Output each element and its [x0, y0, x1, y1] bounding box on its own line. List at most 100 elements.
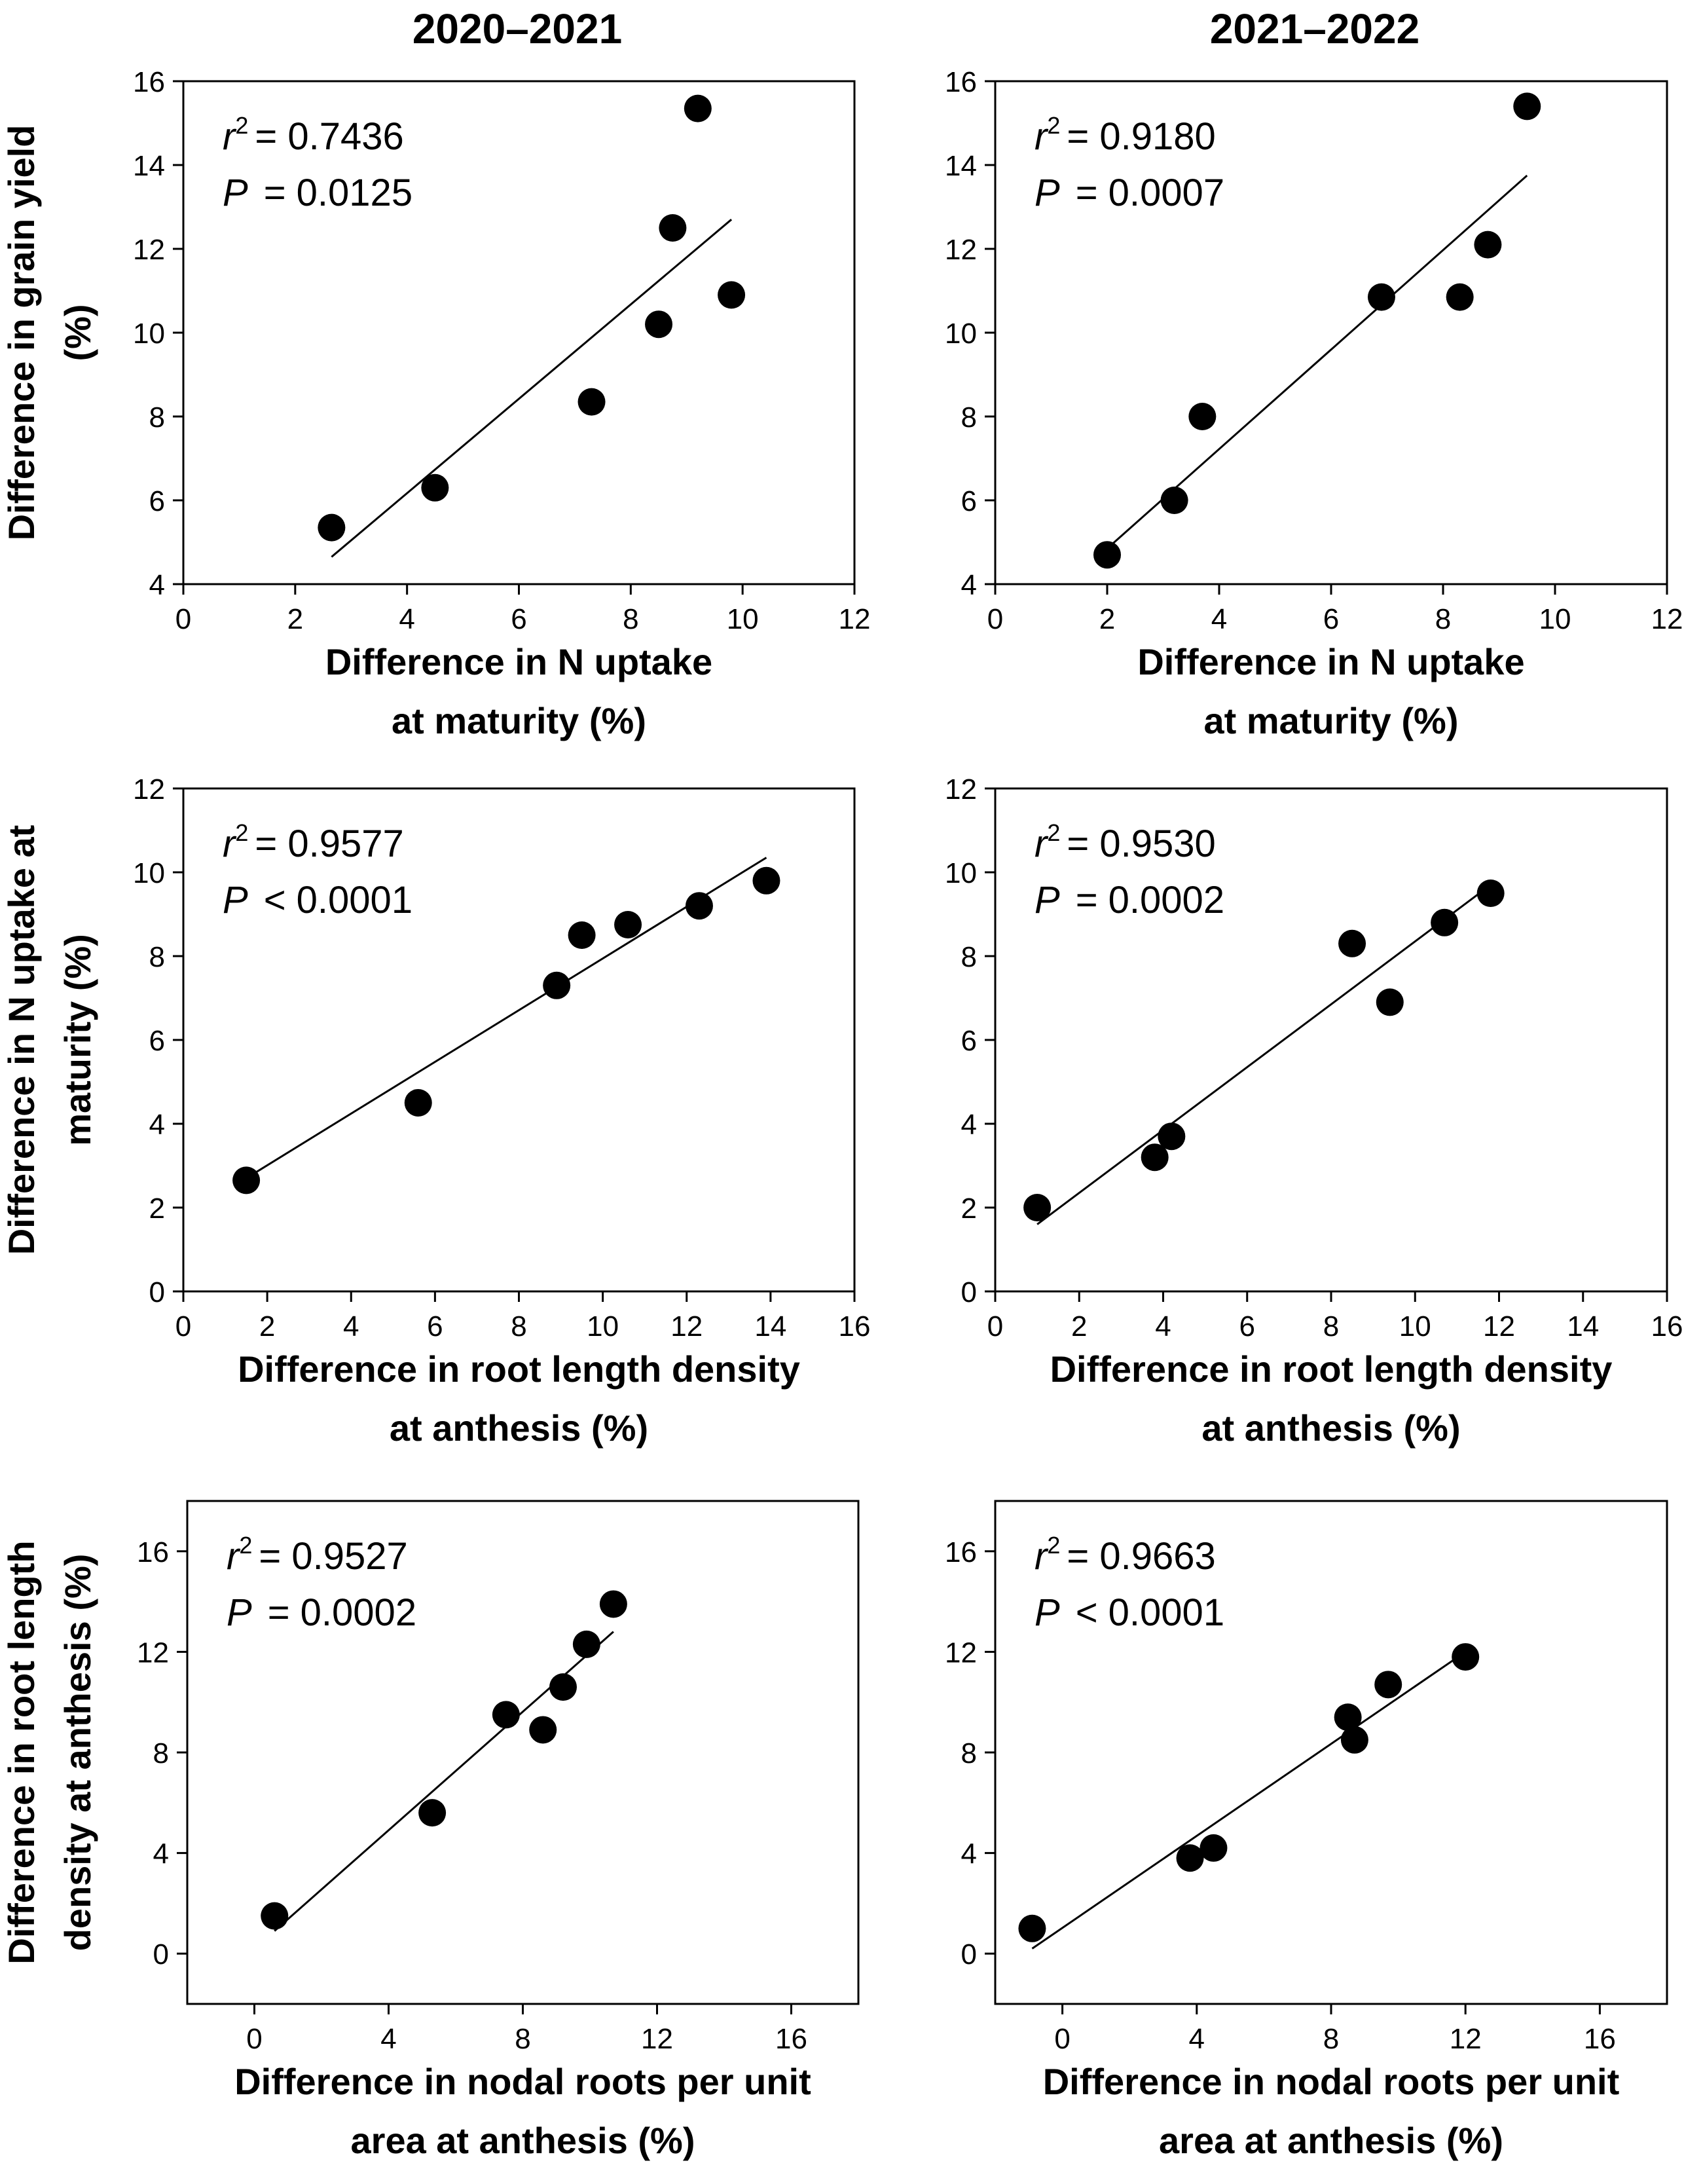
- panel-0-0-x-tick-label: 12: [839, 603, 871, 635]
- panel-1-1-y-tick-label: 0: [961, 1276, 977, 1308]
- panel-1-1-x-axis-label-line-1: Difference in root length density: [1050, 1348, 1613, 1390]
- panel-1-0-x-tick-label: 4: [343, 1310, 359, 1342]
- panel-2-1-x-tick-label: 0: [1054, 2023, 1070, 2055]
- panel-1-0-y-axis-label-line-1: Difference in N uptake at: [1, 825, 42, 1255]
- panel-1-1-p-value: P = 0.0002: [1035, 879, 1224, 921]
- panel-1-0-r-squared: r2 = 0.9577: [223, 819, 404, 865]
- panel-1-1-x-tick-label: 4: [1155, 1310, 1171, 1342]
- panel-1-1-x-tick-label: 0: [987, 1310, 1003, 1342]
- panel-0-1-r-exponent: 2: [1047, 112, 1060, 139]
- panel-1-0-data-point-2: [543, 971, 571, 999]
- panel-2-0-x-tick-label: 4: [380, 2023, 396, 2055]
- panel-2-0-data-point-5: [572, 1630, 600, 1658]
- panel-1-0-r-exponent: 2: [235, 819, 248, 846]
- panel-1-0-x-axis-label-line-2: at anthesis (%): [390, 1407, 648, 1449]
- panel-0-1-data-point-4: [1446, 283, 1474, 311]
- panel-1-0-y-tick-label: 6: [149, 1025, 165, 1057]
- panel-0-0-y-tick-label: 6: [149, 485, 165, 517]
- panel-0-1-r-squared-value: = 0.9180: [1067, 115, 1215, 158]
- panel-0-1-x-tick-label: 2: [1099, 603, 1115, 635]
- panel-1-0-x-tick-label: 10: [587, 1310, 619, 1342]
- panel-0-0-x-tick-label: 0: [175, 603, 191, 635]
- panel-1-1-x-tick-label: 8: [1323, 1310, 1339, 1342]
- panel-2-1-r-symbol: r: [1035, 1535, 1049, 1578]
- panel-1-1-r-symbol: r: [1035, 823, 1049, 865]
- panel-1-1-r-squared-value: = 0.9530: [1067, 823, 1215, 865]
- panel-0-0-x-axis-label-line-2: at maturity (%): [392, 700, 646, 741]
- panel-0-1-x-tick-label: 0: [987, 603, 1003, 635]
- panel-0-1-y-tick-label: 14: [945, 150, 977, 182]
- panel-2-1-data-point-1: [1176, 1844, 1204, 1872]
- panel-0-0-p-symbol: P: [223, 172, 248, 214]
- panel-1-0-y-axis-label-line-2: maturity (%): [57, 934, 98, 1146]
- panel-0-1-x-tick-label: 6: [1323, 603, 1339, 635]
- panel-1-1-y-tick-label: 12: [945, 773, 977, 805]
- panel-1-1-data-point-1: [1141, 1143, 1169, 1172]
- panel-0-1-x-tick-label: 4: [1211, 603, 1227, 635]
- panel-1-0-data-point-0: [232, 1166, 261, 1194]
- panel-2-0-x-tick-label: 16: [775, 2023, 807, 2055]
- panel-1-1-x-tick-label: 2: [1071, 1310, 1087, 1342]
- panel-2-1-data-point-6: [1452, 1643, 1480, 1671]
- panel-1-1-data-point-5: [1431, 908, 1459, 936]
- panel-2-1-data-point-3: [1334, 1703, 1362, 1731]
- panel-0-0-data-point-3: [645, 310, 673, 339]
- panel-0-1-r-squared: r2 = 0.9180: [1035, 112, 1216, 158]
- panel-2-1-regression-line: [1031, 1651, 1467, 1950]
- panel-1-1-y-tick-label: 10: [945, 857, 977, 889]
- panel-2-1-y-tick-label: 16: [945, 1536, 977, 1568]
- panel-2-0-data-point-4: [549, 1673, 577, 1701]
- panel-2-0-y-tick-label: 16: [137, 1536, 169, 1568]
- panel-1-1-r-squared: r2 = 0.9530: [1035, 819, 1216, 865]
- panel-2-0-p-value-text: = 0.0002: [268, 1591, 416, 1634]
- panel-2-0-data-point-1: [418, 1799, 447, 1827]
- panel-1-0-data-point-4: [614, 911, 642, 938]
- panel-0-1-data-point-5: [1474, 231, 1502, 259]
- panel-0-0-data-point-1: [421, 473, 449, 502]
- panel-1-1-y-tick-label: 4: [961, 1109, 977, 1141]
- panel-2-0-r-squared-value: = 0.9527: [259, 1535, 407, 1578]
- panel-0-1-p-value-text: = 0.0007: [1076, 172, 1224, 214]
- panel-1-1-r-exponent: 2: [1047, 819, 1060, 846]
- panel-1-1-y-tick-label: 8: [961, 941, 977, 973]
- panel-2-0-r-exponent: 2: [239, 1532, 252, 1559]
- panel-0-1-x-axis-label-line-2: at maturity (%): [1204, 700, 1459, 741]
- panel-2-0-r-symbol: r: [227, 1535, 241, 1578]
- panel-0-1-y-tick-label: 8: [961, 401, 977, 434]
- panel-2-1-y-tick-label: 8: [961, 1737, 977, 1769]
- panel-0-0-x-tick-label: 6: [511, 603, 526, 635]
- panel-1-1-data-point-2: [1158, 1122, 1186, 1151]
- panel-2-0-data-point-0: [261, 1902, 289, 1930]
- panel-1-1-x-tick-label: 6: [1239, 1310, 1255, 1342]
- panel-0-1-x-tick-label: 10: [1539, 603, 1571, 635]
- panel-0-0-x-tick-label: 8: [623, 603, 638, 635]
- panel-2-0-y-tick-label: 12: [137, 1637, 169, 1669]
- panel-1-0-data-point-3: [568, 921, 596, 949]
- panel-1-0-r-symbol: r: [223, 823, 237, 865]
- panel-2-0-y-axis-label-line-1: Difference in root length: [1, 1540, 42, 1964]
- panel-0-0-data-point-5: [684, 94, 712, 122]
- panel-0-1-data-point-2: [1188, 403, 1217, 430]
- column-title-2021-2022: 2021–2022: [1210, 5, 1419, 52]
- panel-2-0-data-point-3: [529, 1716, 557, 1744]
- panel-2-1-r-squared-value: = 0.9663: [1067, 1535, 1215, 1578]
- panel-2-0-y-axis-label-line-2: density at anthesis (%): [57, 1554, 98, 1952]
- panel-1-0-x-tick-label: 14: [754, 1310, 786, 1342]
- panel-0-0-x-tick-label: 4: [399, 603, 414, 635]
- panel-1-0-p-value: P < 0.0001: [223, 879, 412, 921]
- panel-0-0-y-axis-label-line-2: (%): [57, 304, 98, 361]
- panel-2-1-data-point-5: [1374, 1671, 1402, 1699]
- panel-1-0-data-point-1: [404, 1089, 432, 1117]
- panel-2-1-p-value: P < 0.0001: [1035, 1591, 1224, 1634]
- panel-0-0-x-tick-label: 2: [287, 603, 303, 635]
- panel-0-0-data-point-0: [318, 513, 346, 542]
- panel-0-0-data-point-6: [718, 281, 746, 309]
- panel-0-1-data-point-3: [1367, 283, 1395, 311]
- panel-1-0-x-tick-label: 6: [427, 1310, 443, 1342]
- panel-2-0-x-tick-label: 8: [515, 2023, 530, 2055]
- panel-0-0-r-squared-value: = 0.7436: [255, 115, 403, 158]
